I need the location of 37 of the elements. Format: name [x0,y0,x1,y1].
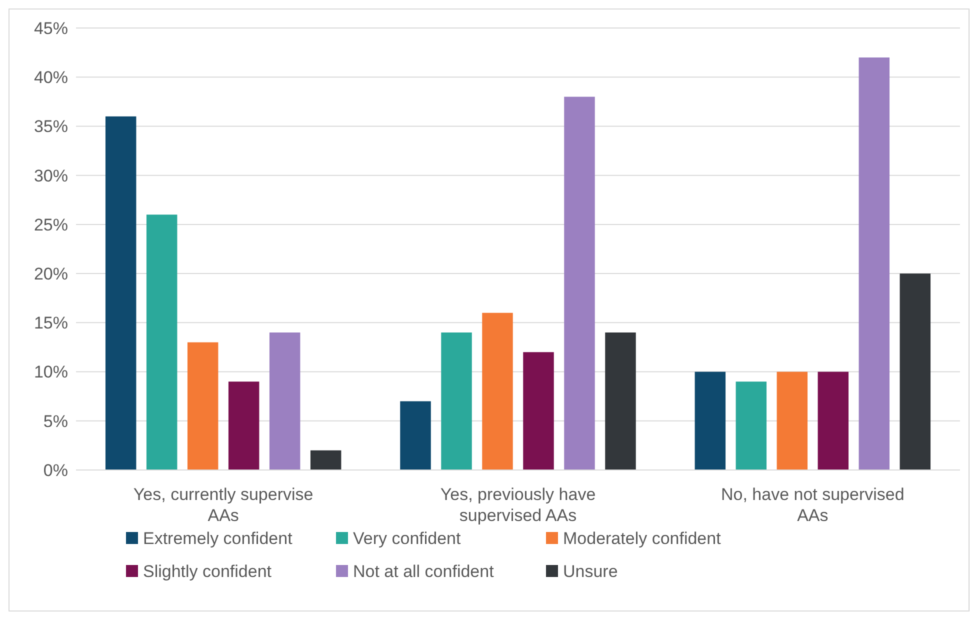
y-tick-label: 25% [34,215,68,234]
bar [400,401,431,470]
bar [736,382,767,470]
bar [523,352,554,470]
legend-label: Very confident [353,528,462,548]
x-tick-label: No, have not supervised AAs [720,485,904,525]
y-tick-label: 35% [34,117,68,136]
bar [605,332,636,470]
bar [441,332,472,470]
bar [228,382,260,470]
legend-label: Not at all confident [353,562,494,581]
bar [776,372,808,470]
bar [858,57,890,470]
bar [694,372,726,470]
bar [900,274,931,470]
bar [187,342,218,470]
bar [146,214,178,470]
x-tick-label: Yes, previously have supervised AAs [440,485,596,525]
x-tick-label: Yes, currently supervise AAs [133,485,314,525]
y-tick-label: 10% [34,362,68,382]
legend-label: Moderately confident [563,528,722,548]
y-tick-label: 30% [34,166,68,186]
y-tick-label: 20% [34,264,68,284]
bar [564,96,595,470]
bar [269,332,300,470]
y-tick-label: 0% [43,460,68,480]
y-tick-label: 15% [34,314,68,333]
legend-label: Slightly confident [143,562,272,581]
legend-label: Extremely confident [143,528,293,548]
bar [105,116,136,470]
bar [482,312,513,470]
y-tick-label: 5% [43,412,68,431]
legend-label: Unsure [563,562,618,581]
y-tick-label: 40% [34,68,68,88]
bar [818,372,849,470]
y-tick-label: 45% [34,18,68,38]
bar [310,450,342,470]
